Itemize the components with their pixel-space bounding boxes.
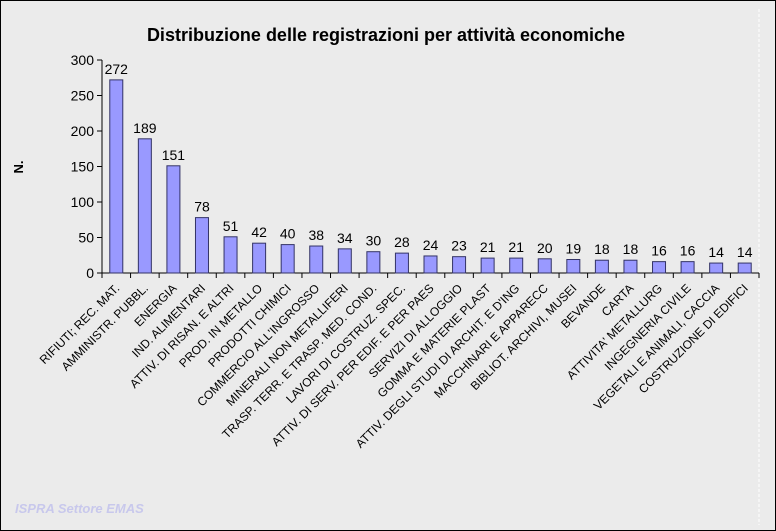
data-label: 14 bbox=[737, 244, 753, 260]
y-tick-label: 0 bbox=[86, 265, 94, 281]
data-label: 40 bbox=[280, 226, 296, 242]
bar bbox=[623, 259, 638, 274]
bar bbox=[423, 255, 438, 274]
bar bbox=[394, 252, 409, 274]
bar bbox=[109, 79, 124, 274]
data-label: 30 bbox=[366, 233, 382, 249]
bar bbox=[737, 262, 752, 274]
data-label: 28 bbox=[394, 234, 410, 250]
data-label: 16 bbox=[651, 243, 667, 259]
bar bbox=[680, 261, 695, 274]
data-label: 38 bbox=[308, 227, 324, 243]
data-label: 51 bbox=[223, 218, 239, 234]
y-tick-label: 100 bbox=[71, 194, 95, 210]
bar bbox=[223, 236, 238, 274]
bar bbox=[194, 217, 209, 274]
y-tick-label: 250 bbox=[71, 88, 95, 104]
bar bbox=[252, 242, 267, 274]
data-label: 18 bbox=[623, 241, 639, 257]
data-label: 34 bbox=[337, 230, 353, 246]
bar bbox=[537, 258, 552, 274]
chart-title: Distribuzione delle registrazioni per at… bbox=[147, 25, 625, 45]
data-label: 18 bbox=[594, 241, 610, 257]
bar bbox=[480, 257, 495, 274]
y-tick-label: 200 bbox=[71, 123, 95, 139]
y-tick-label: 150 bbox=[71, 159, 95, 175]
data-label: 189 bbox=[133, 120, 157, 136]
data-label: 23 bbox=[451, 238, 467, 254]
bar bbox=[309, 245, 324, 274]
data-label: 14 bbox=[708, 244, 724, 260]
data-label: 21 bbox=[508, 239, 524, 255]
data-label: 19 bbox=[566, 241, 582, 257]
y-tick-label: 50 bbox=[78, 230, 94, 246]
data-label: 16 bbox=[680, 243, 696, 259]
data-label: 272 bbox=[105, 61, 129, 77]
bar bbox=[594, 259, 609, 274]
bar bbox=[366, 251, 381, 274]
bar bbox=[452, 256, 467, 274]
bar bbox=[509, 257, 524, 274]
data-label: 78 bbox=[194, 199, 210, 215]
bar bbox=[337, 248, 352, 274]
data-label: 21 bbox=[480, 239, 496, 255]
data-label: 151 bbox=[162, 147, 186, 163]
data-label: 20 bbox=[537, 240, 553, 256]
data-label: 42 bbox=[251, 224, 267, 240]
data-label: 24 bbox=[423, 237, 439, 253]
bar bbox=[166, 165, 181, 274]
bar bbox=[566, 259, 581, 274]
bar bbox=[709, 262, 724, 274]
y-tick-label: 300 bbox=[71, 52, 95, 68]
bar bbox=[137, 138, 152, 274]
y-axis-label: N. bbox=[11, 161, 26, 174]
bar bbox=[652, 261, 667, 274]
watermark-text: ISPRA Settore EMAS bbox=[15, 501, 144, 516]
bar bbox=[280, 244, 295, 274]
